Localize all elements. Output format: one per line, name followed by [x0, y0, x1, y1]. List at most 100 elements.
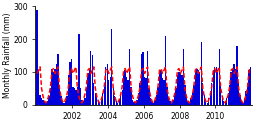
- Bar: [93, 83, 94, 105]
- Bar: [57, 54, 58, 105]
- Bar: [209, 92, 210, 105]
- Bar: [233, 64, 234, 105]
- Bar: [129, 49, 130, 105]
- Bar: [96, 96, 97, 105]
- Bar: [188, 103, 189, 105]
- Bar: [105, 67, 106, 105]
- Bar: [50, 88, 51, 105]
- Bar: [102, 93, 103, 105]
- Bar: [198, 72, 200, 105]
- Bar: [111, 29, 112, 105]
- Bar: [134, 103, 136, 105]
- Bar: [61, 101, 63, 105]
- Bar: [230, 72, 231, 105]
- Bar: [117, 103, 118, 105]
- Bar: [145, 78, 146, 105]
- Bar: [163, 80, 164, 105]
- Bar: [70, 59, 72, 105]
- Bar: [90, 50, 91, 105]
- Bar: [122, 73, 124, 105]
- Bar: [246, 83, 247, 105]
- Bar: [139, 83, 140, 105]
- Bar: [157, 87, 158, 105]
- Bar: [239, 95, 240, 105]
- Bar: [231, 69, 232, 105]
- Bar: [193, 85, 194, 105]
- Bar: [154, 100, 155, 105]
- Bar: [166, 87, 167, 105]
- Bar: [204, 101, 206, 105]
- Bar: [103, 83, 104, 105]
- Bar: [84, 98, 85, 105]
- Bar: [194, 72, 195, 105]
- Bar: [240, 101, 241, 105]
- Bar: [234, 69, 235, 105]
- Bar: [51, 69, 53, 105]
- Bar: [136, 100, 137, 105]
- Bar: [178, 72, 179, 105]
- Bar: [133, 102, 134, 105]
- Bar: [169, 101, 170, 105]
- Bar: [65, 101, 66, 105]
- Bar: [108, 80, 109, 105]
- Bar: [66, 96, 67, 105]
- Bar: [120, 96, 121, 105]
- Bar: [87, 73, 88, 105]
- Bar: [78, 34, 79, 105]
- Bar: [88, 69, 90, 105]
- Bar: [45, 103, 46, 105]
- Bar: [152, 103, 154, 105]
- Bar: [235, 46, 237, 105]
- Bar: [215, 67, 216, 105]
- Bar: [200, 42, 201, 105]
- Bar: [244, 92, 246, 105]
- Bar: [54, 69, 55, 105]
- Bar: [69, 62, 70, 105]
- Bar: [249, 67, 250, 105]
- Bar: [59, 87, 60, 105]
- Y-axis label: Monthly Rainfall (mm): Monthly Rainfall (mm): [3, 13, 12, 98]
- Bar: [228, 85, 229, 105]
- Bar: [81, 100, 82, 105]
- Bar: [151, 101, 152, 105]
- Bar: [73, 88, 75, 105]
- Bar: [182, 49, 183, 105]
- Bar: [155, 95, 156, 105]
- Bar: [131, 100, 133, 105]
- Bar: [186, 101, 188, 105]
- Bar: [106, 64, 107, 105]
- Bar: [221, 96, 222, 105]
- Bar: [176, 75, 177, 105]
- Bar: [125, 77, 127, 105]
- Bar: [112, 87, 114, 105]
- Bar: [161, 78, 163, 105]
- Bar: [242, 103, 243, 105]
- Bar: [91, 55, 93, 105]
- Bar: [53, 72, 54, 105]
- Bar: [130, 87, 131, 105]
- Bar: [42, 100, 43, 105]
- Bar: [207, 98, 209, 105]
- Bar: [114, 96, 115, 105]
- Bar: [121, 90, 122, 105]
- Bar: [39, 95, 41, 105]
- Bar: [227, 93, 228, 105]
- Bar: [75, 90, 76, 105]
- Bar: [173, 95, 174, 105]
- Bar: [247, 70, 249, 105]
- Bar: [97, 100, 99, 105]
- Bar: [47, 101, 48, 105]
- Bar: [99, 103, 100, 105]
- Bar: [63, 103, 64, 105]
- Bar: [195, 69, 197, 105]
- Bar: [41, 98, 42, 105]
- Bar: [201, 83, 203, 105]
- Bar: [185, 96, 186, 105]
- Bar: [127, 80, 128, 105]
- Bar: [56, 64, 57, 105]
- Bar: [237, 82, 238, 105]
- Bar: [109, 77, 110, 105]
- Bar: [219, 83, 220, 105]
- Bar: [213, 67, 215, 105]
- Bar: [206, 103, 207, 105]
